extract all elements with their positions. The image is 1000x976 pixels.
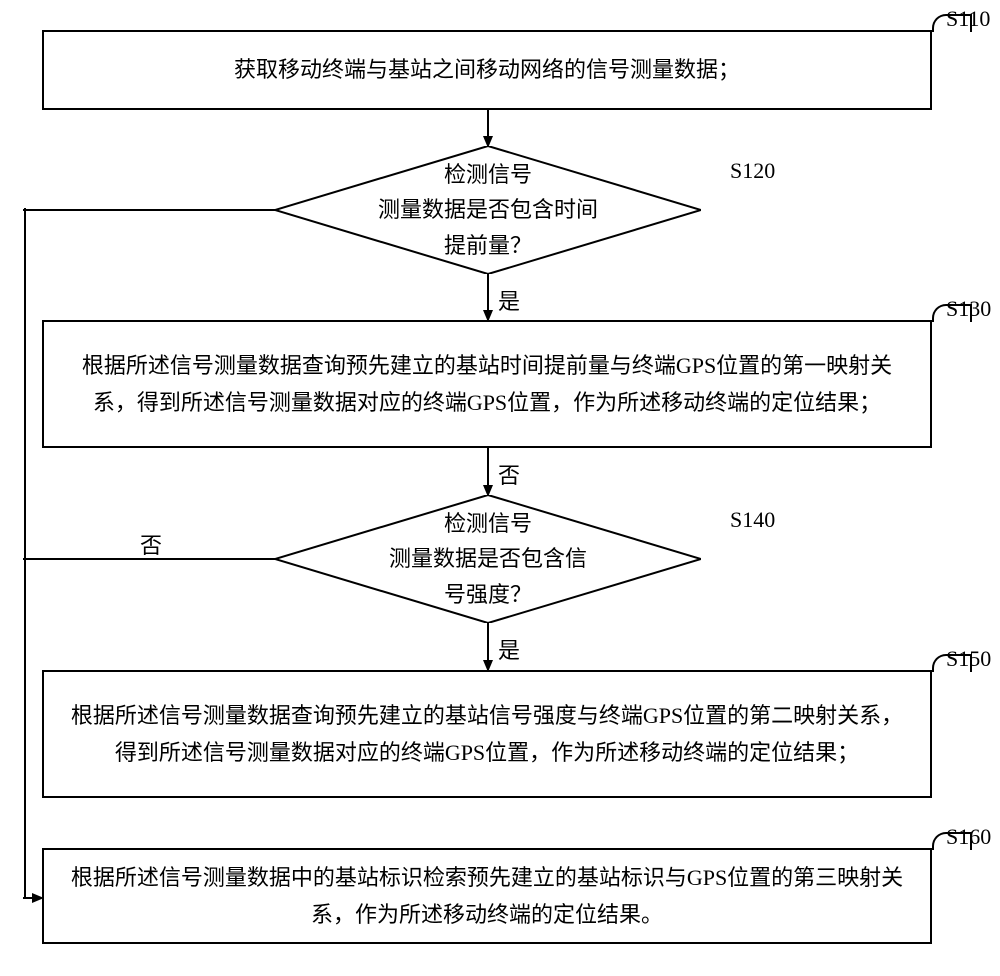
step-label-s130: S130 [946, 296, 991, 322]
step-label-s150: S150 [946, 646, 991, 672]
arrow [483, 274, 493, 322]
node-s120: 检测信号 测量数据是否包含时间 提前量？ [275, 146, 701, 274]
node-s130: 根据所述信号测量数据查询预先建立的基站时间提前量与终端GPS位置的第一映射关系，… [42, 320, 932, 448]
node-text: 检测信号 测量数据是否包含信 号强度？ [389, 506, 587, 612]
node-text: 根据所述信号测量数据中的基站标识检索预先建立的基站标识与GPS位置的第三映射关系… [60, 859, 914, 934]
arrow [483, 448, 493, 497]
node-text: 根据所述信号测量数据查询预先建立的基站信号强度与终端GPS位置的第二映射关系，得… [60, 697, 914, 772]
node-s110: 获取移动终端与基站之间移动网络的信号测量数据； [42, 30, 932, 110]
arrow [23, 892, 44, 904]
node-s160: 根据所述信号测量数据中的基站标识检索预先建立的基站标识与GPS位置的第三映射关系… [42, 848, 932, 944]
routing-line [23, 208, 277, 212]
node-text: 根据所述信号测量数据查询预先建立的基站时间提前量与终端GPS位置的第一映射关系，… [60, 347, 914, 422]
arrow [483, 110, 493, 148]
node-text: 检测信号 测量数据是否包含时间 提前量？ [378, 157, 598, 263]
step-label-s160: S160 [946, 824, 991, 850]
step-label-s110: S110 [946, 6, 990, 32]
routing-line [23, 208, 27, 898]
edge-label-no: 否 [140, 528, 162, 560]
flowchart-canvas: 获取移动终端与基站之间移动网络的信号测量数据； S110 检测信号 测量数据是否… [0, 0, 1000, 976]
edge-label-yes: 是 [498, 284, 520, 316]
step-label-s120: S120 [730, 158, 775, 184]
edge-label-yes: 是 [498, 633, 520, 665]
edge-label-no: 否 [498, 458, 520, 490]
arrow [483, 623, 493, 672]
node-text: 获取移动终端与基站之间移动网络的信号测量数据； [234, 51, 740, 88]
step-label-s140: S140 [730, 507, 775, 533]
node-s150: 根据所述信号测量数据查询预先建立的基站信号强度与终端GPS位置的第二映射关系，得… [42, 670, 932, 798]
node-s140: 检测信号 测量数据是否包含信 号强度？ [275, 495, 701, 623]
